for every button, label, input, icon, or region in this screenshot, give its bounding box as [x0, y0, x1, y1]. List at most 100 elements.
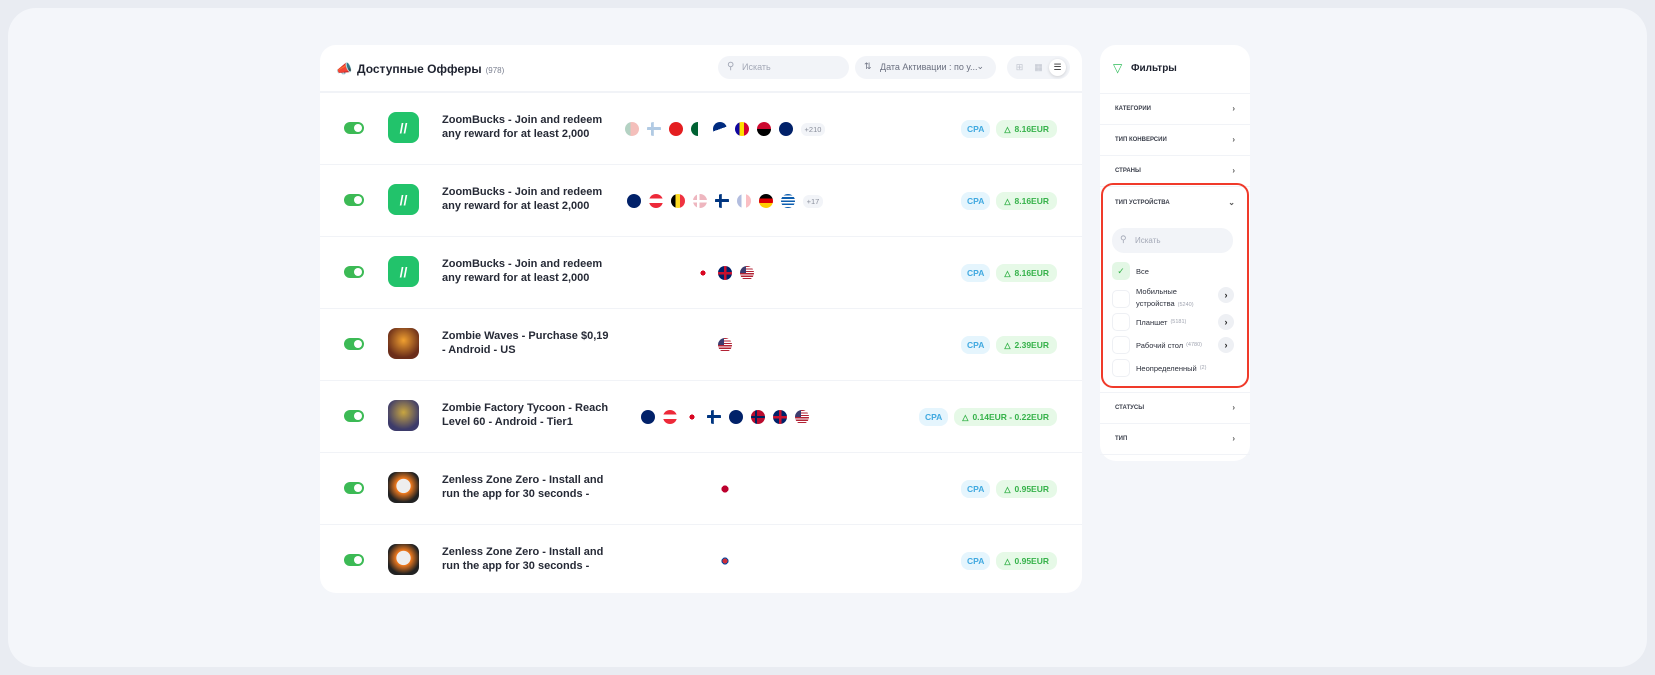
offer-row[interactable]: Zenless Zone Zero - Install and run the … [320, 453, 1082, 525]
conversion-type-badge: CPA [918, 408, 949, 426]
filter-section[interactable]: СТАТУСЫ › [1100, 393, 1250, 424]
money-bag-icon: △ [1004, 557, 1011, 566]
chevron-right-icon: › [1232, 135, 1235, 144]
checkbox[interactable] [1112, 313, 1130, 331]
checkbox[interactable] [1112, 289, 1130, 308]
offer-toggle[interactable] [344, 122, 364, 134]
chevron-down-icon: ⌄ [976, 61, 984, 71]
flag-kr-icon [718, 554, 732, 568]
money-bag-icon: △ [1004, 197, 1011, 206]
device-option[interactable]: ✓ Все [1112, 262, 1152, 280]
money-bag-icon: △ [962, 413, 969, 422]
sort-dropdown[interactable]: ⇅ Дата Активации : по у... ⌄ [855, 56, 996, 79]
conversion-type-badge: CPA [961, 336, 991, 354]
filter-icon: ▽ [1113, 61, 1123, 75]
expand-arrow-icon[interactable]: › [1218, 287, 1234, 303]
conversion-type-badge: CPA [961, 120, 991, 138]
filter-section[interactable]: ТИП КОНВЕРСИИ › [1100, 125, 1250, 156]
flag-ai-icon [778, 122, 793, 136]
grid-large-icon[interactable]: ⊞ [1015, 62, 1024, 72]
chevron-right-icon: › [1232, 403, 1235, 412]
zoombucks-app-icon: // [388, 112, 419, 143]
payout-badge: △ 8.16EUR [996, 264, 1057, 282]
offers-header: 📣 Доступные Офферы (978) ⚲ Искать ⇅ Дата Ак… [320, 45, 1082, 93]
offer-name[interactable]: ZoomBucks - Join and redeem any reward f… [442, 186, 603, 212]
flag-gb-icon [773, 410, 787, 424]
checkbox[interactable] [1112, 359, 1130, 377]
flag-fi-icon [714, 194, 729, 208]
list-icon[interactable]: ☰ [1049, 59, 1066, 76]
flag-ca-icon [685, 410, 699, 424]
offer-toggle[interactable] [344, 194, 364, 206]
country-flags [610, 482, 840, 496]
flag-no-icon [751, 410, 765, 424]
offer-name[interactable]: ZoomBucks - Join and redeem any reward f… [442, 114, 603, 140]
country-flags [610, 410, 840, 424]
flag-al-icon [668, 122, 683, 136]
offer-toggle[interactable] [344, 266, 364, 278]
search-input[interactable]: ⚲ Искать [718, 56, 849, 79]
country-flags: +17 [610, 194, 840, 208]
chevron-down-icon[interactable]: ⌄ [1228, 198, 1235, 207]
filter-section[interactable]: ТИП › [1100, 424, 1250, 455]
chevron-right-icon: › [1232, 104, 1235, 113]
device-option[interactable]: Рабочий стол (4780) [1112, 336, 1202, 354]
offer-row[interactable]: Zenless Zone Zero - Install and run the … [320, 525, 1082, 593]
payout-badge: △ 2.39EUR [996, 336, 1057, 354]
more-countries-badge[interactable]: +210 [800, 122, 826, 136]
country-flags [610, 338, 840, 352]
payout-badge: △ 0.14EUR - 0.22EUR [954, 408, 1057, 426]
expand-arrow-icon[interactable]: › [1218, 314, 1234, 330]
flag-au-icon [729, 410, 743, 424]
offer-row[interactable]: Zombie Waves - Purchase $0,19 - Android … [320, 309, 1082, 381]
search-icon: ⚲ [1120, 234, 1127, 244]
grid-small-icon[interactable]: ▦ [1034, 62, 1043, 72]
offers-count: (978) [485, 66, 505, 75]
offer-name[interactable]: Zenless Zone Zero - Install and run the … [442, 474, 604, 500]
offer-row[interactable]: Zombie Factory Tycoon - Reach Level 60 -… [320, 381, 1082, 453]
flag-ca-icon [696, 266, 710, 280]
flag-ax-icon [646, 122, 661, 136]
flag-ad-icon [734, 122, 749, 136]
device-search-input[interactable]: ⚲ Искать [1112, 228, 1233, 253]
flag-us-icon [740, 266, 754, 280]
offers-panel: 📣 Доступные Офферы (978) ⚲ Искать ⇅ Дата Ак… [320, 45, 1082, 593]
offer-row[interactable]: // ZoomBucks - Join and redeem any rewar… [320, 165, 1082, 237]
flag-gr-icon [780, 194, 795, 208]
filter-section[interactable]: КАТЕГОРИИ › [1100, 94, 1250, 125]
country-flags [610, 554, 840, 568]
filter-section-device-type[interactable]: ТИП УСТРОЙСТВА ⌄ ⚲ Искать ✓ Все Мобильные у… [1100, 187, 1250, 393]
conversion-type-badge: CPA [961, 192, 991, 210]
flag-at-icon [663, 410, 677, 424]
flag-ao-icon [756, 122, 771, 136]
checkbox[interactable] [1112, 336, 1130, 354]
flag-de-icon [758, 194, 773, 208]
filter-section[interactable]: СТРАНЫ › [1100, 156, 1250, 187]
payout-badge: △ 8.16EUR [996, 120, 1057, 138]
checkbox[interactable]: ✓ [1112, 262, 1130, 280]
offer-toggle[interactable] [344, 410, 364, 422]
chevron-right-icon: › [1232, 166, 1235, 175]
offer-toggle[interactable] [344, 554, 364, 566]
filters-title: Фильтры [1131, 63, 1177, 74]
payout-badge: △ 8.16EUR [996, 192, 1057, 210]
offer-row[interactable]: // ZoomBucks - Join and redeem any rewar… [320, 93, 1082, 165]
offer-toggle[interactable] [344, 482, 364, 494]
flag-at-icon [648, 194, 663, 208]
offer-row[interactable]: // ZoomBucks - Join and redeem any rewar… [320, 237, 1082, 309]
offer-name[interactable]: Zombie Waves - Purchase $0,19 - Android … [442, 330, 609, 356]
offer-name[interactable]: Zenless Zone Zero - Install and run the … [442, 546, 604, 572]
device-option[interactable]: Планшет (5181) [1112, 313, 1186, 331]
offer-toggle[interactable] [344, 338, 364, 350]
offer-name[interactable]: Zombie Factory Tycoon - Reach Level 60 -… [442, 402, 609, 428]
device-option[interactable]: Мобильные устройства (5240) [1112, 286, 1208, 311]
offer-name[interactable]: ZoomBucks - Join and redeem any reward f… [442, 258, 603, 284]
more-countries-badge[interactable]: +17 [802, 194, 824, 208]
device-option[interactable]: Неопределенный (2) [1112, 359, 1206, 377]
conversion-type-badge: CPA [961, 480, 991, 498]
flag-jp-icon [718, 482, 732, 496]
flag-as-icon [712, 122, 727, 136]
flag-dz-icon [690, 122, 705, 136]
search-icon: ⚲ [727, 61, 735, 72]
expand-arrow-icon[interactable]: › [1218, 337, 1234, 353]
